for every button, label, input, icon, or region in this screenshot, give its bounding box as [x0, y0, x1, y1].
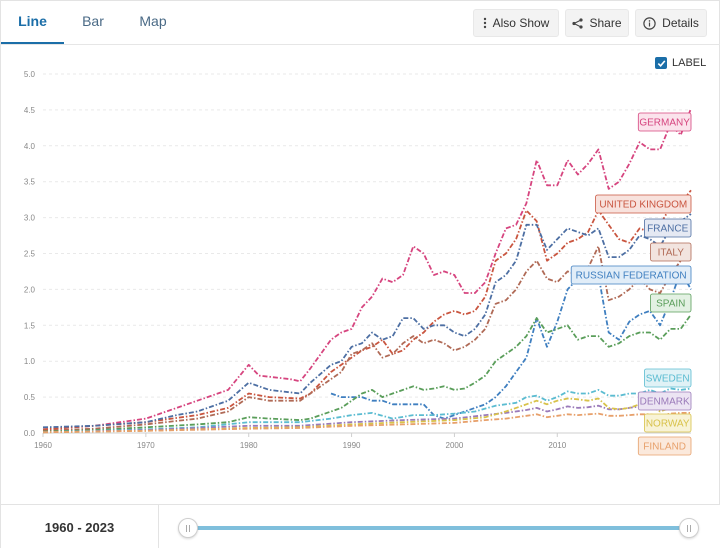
year-range-label: 1960 - 2023: [1, 505, 159, 548]
series-label-spain: SPAIN: [656, 299, 685, 310]
x-tick-label: 1960: [34, 441, 52, 450]
y-tick-label: 5.0: [24, 70, 36, 79]
series-label-italy: ITALY: [658, 248, 685, 259]
time-range-footer: 1960 - 2023: [1, 504, 720, 548]
series-label-box-spain: [650, 293, 692, 313]
range-end-handle[interactable]: [679, 518, 699, 538]
series-label-box-norway: [644, 413, 692, 433]
series-label-norway: NORWAY: [646, 419, 690, 430]
series-label-box-finland: [637, 436, 692, 456]
x-tick-label: 2000: [446, 441, 464, 450]
details-label: Details: [662, 16, 699, 30]
x-tick-label: 1980: [240, 441, 258, 450]
series-label-denmark: DENMARK: [640, 397, 690, 408]
tab-bar[interactable]: Bar: [82, 13, 104, 29]
year-range-track[interactable]: [187, 526, 689, 530]
series-line-denmark: [42, 401, 692, 434]
series-label-france: FRANCE: [647, 224, 688, 235]
line-chart: 0.0 0.5 1.0 1.5 2.0 2.5 3.0 3.5 4.0 4.5 5.0 1960 197…: [24, 70, 692, 456]
series-label-russian-federation: RUSSIAN FEDERATION: [576, 271, 687, 282]
info-icon: [643, 16, 656, 30]
series-line-spain: [42, 313, 692, 433]
series-label-box-france: [644, 218, 692, 238]
share-label: Share: [589, 16, 622, 30]
x-tick-label: 2010: [548, 441, 566, 450]
series-label-box-russian-federation: [570, 265, 692, 285]
share-button[interactable]: Share: [565, 9, 629, 37]
tab-map[interactable]: Map: [139, 13, 167, 29]
label-toggle-text: LABEL: [672, 57, 707, 69]
series-label-united-kingdom: UNITED KINGDOM: [599, 200, 687, 211]
y-tick-label: 0.5: [24, 393, 36, 402]
y-tick-label: 1.0: [24, 357, 36, 366]
series-label-finland: FINLAND: [643, 442, 686, 453]
tab-line[interactable]: Line: [1, 1, 64, 44]
series-line-united-kingdom: [42, 189, 692, 431]
series-line-france: [42, 213, 692, 429]
label-toggle[interactable]: LABEL: [655, 57, 706, 69]
y-tick-label: 0.0: [24, 429, 36, 438]
series-line-norway: [42, 397, 692, 434]
series-label-sweden: SWEDEN: [646, 374, 690, 385]
series-line-italy: [42, 245, 692, 432]
series-label-box-italy: [650, 242, 692, 262]
series-label-germany: GERMANY: [639, 118, 690, 129]
share-icon: [572, 17, 584, 29]
y-tick-label: 1.5: [24, 321, 36, 330]
also-show-button[interactable]: Also Show: [473, 9, 559, 37]
series-label-box-sweden: [644, 368, 692, 388]
y-tick-label: 4.0: [24, 142, 36, 151]
x-tick-label: 1990: [343, 441, 361, 450]
y-tick-label: 4.5: [24, 106, 36, 115]
y-tick-label: 3.0: [24, 214, 36, 223]
y-tick-label: 2.5: [24, 250, 36, 259]
series-line-russian-federation: [330, 270, 692, 420]
y-tick-label: 3.5: [24, 178, 36, 187]
range-start-handle[interactable]: [178, 518, 198, 538]
series-line-germany: [42, 108, 692, 431]
view-tabs: Line Bar Map Also Show Share Details: [1, 1, 720, 45]
series-label-box-denmark: [637, 391, 692, 411]
details-button[interactable]: Details: [635, 9, 707, 37]
x-tick-label: 1970: [137, 441, 155, 450]
series-label-box-germany: [637, 112, 692, 132]
also-show-label: Also Show: [492, 16, 550, 30]
y-tick-label: 2.0: [24, 285, 36, 294]
series-label-box-united-kingdom: [595, 194, 692, 214]
more-vertical-icon: [483, 17, 487, 29]
checkbox-checked-icon[interactable]: [655, 57, 667, 69]
